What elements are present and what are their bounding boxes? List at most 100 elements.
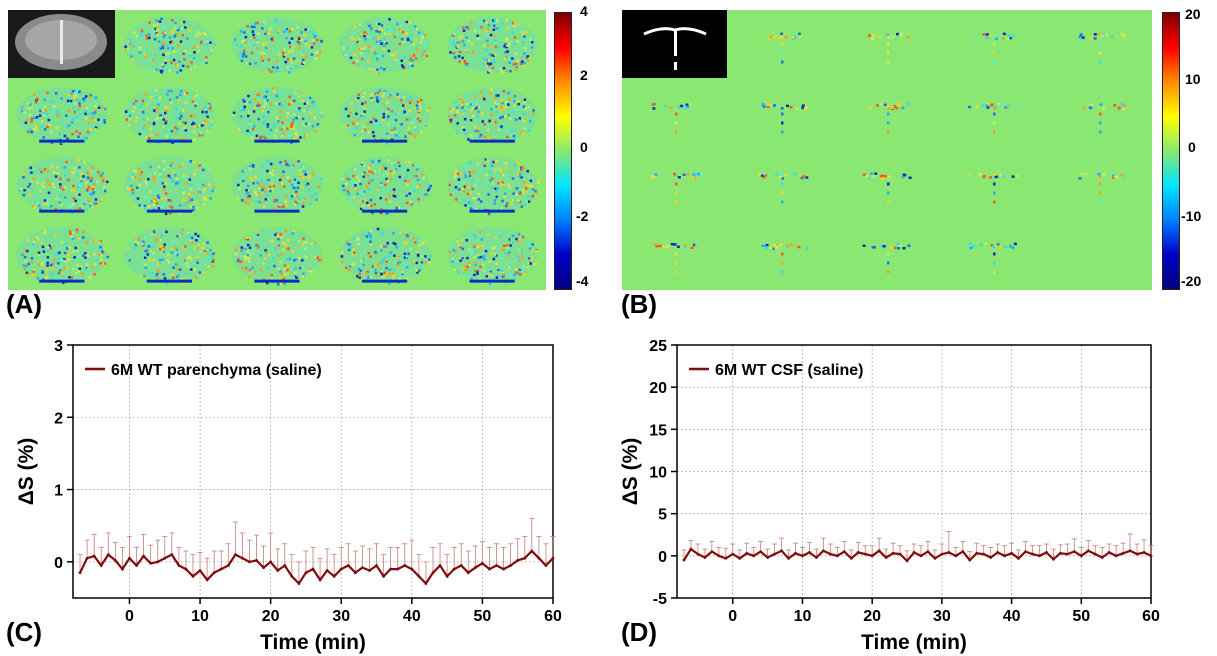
- slice-voxel: [158, 96, 162, 99]
- slice-voxel: [511, 177, 515, 180]
- slice-voxel: [72, 106, 76, 110]
- slice-voxel: [403, 55, 406, 58]
- slice-voxel: [282, 52, 285, 55]
- slice-voxel: [405, 265, 409, 269]
- slice-voxel: [181, 192, 185, 195]
- slice-voxel: [492, 276, 495, 279]
- slice-voxel: [968, 105, 972, 109]
- slice-voxel: [40, 180, 44, 183]
- slice-voxel: [196, 255, 199, 259]
- slice-voxel: [394, 134, 398, 137]
- slice-voxel: [90, 128, 93, 131]
- slice-voxel: [206, 115, 209, 118]
- slice-voxel: [469, 209, 515, 213]
- slice-voxel: [367, 203, 370, 207]
- slice-voxel: [243, 255, 247, 258]
- slice-voxel: [506, 27, 510, 30]
- slice-voxel: [195, 275, 199, 279]
- slice-voxel: [271, 173, 274, 177]
- slice-voxel: [195, 257, 198, 260]
- slice-voxel: [85, 181, 88, 184]
- slice-voxel: [476, 270, 479, 273]
- slice-voxel: [518, 259, 521, 262]
- slice-voxel: [359, 269, 362, 272]
- slice-voxel: [291, 27, 294, 31]
- slice-voxel: [391, 120, 395, 124]
- slice-voxel: [518, 249, 522, 252]
- slice-voxel: [764, 246, 768, 250]
- slice-voxel: [518, 192, 522, 195]
- slice-voxel: [868, 177, 872, 180]
- slice-voxel: [272, 66, 275, 69]
- colorbar-b-tick-5: -20: [1181, 273, 1202, 289]
- slice-voxel: [288, 134, 291, 137]
- slice-voxel: [305, 241, 309, 244]
- slice-voxel: [501, 173, 505, 177]
- slice-voxel: [366, 270, 369, 274]
- slice-voxel: [406, 168, 410, 172]
- slice-voxel: [155, 96, 158, 99]
- slice-voxel: [280, 205, 283, 209]
- slice-voxel: [310, 53, 314, 56]
- slice-outline: [447, 157, 538, 213]
- data-point: [745, 551, 749, 555]
- slice-voxel: [35, 236, 39, 239]
- slice-voxel: [456, 240, 459, 243]
- slice-voxel: [261, 109, 264, 113]
- slice-voxel: [529, 262, 532, 265]
- slice-map: [339, 87, 431, 146]
- slice-voxel: [785, 244, 789, 248]
- x-tick-label: 60: [544, 608, 562, 625]
- slice-voxel: [487, 193, 490, 196]
- slice-voxel: [288, 45, 291, 48]
- slice-voxel: [344, 107, 348, 111]
- slice-voxel: [519, 168, 523, 172]
- slice-voxel: [345, 183, 348, 186]
- slice-voxel: [104, 107, 107, 111]
- slice-voxel: [144, 180, 148, 183]
- slice-voxel: [248, 101, 252, 104]
- slice-voxel: [508, 186, 512, 189]
- data-point: [1121, 551, 1125, 555]
- slice-voxel: [691, 177, 695, 180]
- slice-voxel: [267, 266, 270, 270]
- slice-voxel: [65, 247, 69, 250]
- slice-voxel: [146, 139, 192, 143]
- slice-voxel: [363, 106, 366, 110]
- slice-voxel: [157, 165, 161, 168]
- slice-voxel: [22, 172, 25, 175]
- slice-voxel: [294, 65, 298, 68]
- slice-map: [447, 227, 538, 285]
- slice-voxel: [501, 115, 505, 119]
- data-point: [1010, 551, 1013, 555]
- slice-voxel: [165, 281, 169, 285]
- slice-voxel: [887, 36, 891, 39]
- slice-voxel: [470, 108, 473, 112]
- slice-voxel: [202, 122, 205, 125]
- slice-voxel: [363, 31, 366, 34]
- slice-map: [1082, 102, 1126, 134]
- slice-voxel: [886, 104, 889, 108]
- slice-voxel: [394, 51, 397, 55]
- slice-voxel: [265, 181, 269, 185]
- slice-voxel: [495, 195, 498, 199]
- slice-voxel: [151, 271, 154, 275]
- slice-voxel: [472, 197, 475, 200]
- slice-voxel: [86, 188, 89, 191]
- slice-voxel: [260, 56, 263, 59]
- slice-voxel: [361, 49, 364, 53]
- slice-voxel: [246, 253, 250, 257]
- slice-voxel: [478, 135, 482, 138]
- slice-voxel: [670, 242, 674, 246]
- slice-voxel: [131, 191, 135, 195]
- slice-voxel: [479, 208, 483, 211]
- slice-voxel: [144, 135, 148, 139]
- slice-voxel: [65, 114, 68, 117]
- data-point: [459, 564, 463, 567]
- slice-voxel: [793, 172, 797, 176]
- slice-voxel: [128, 39, 132, 42]
- slice-voxel: [71, 117, 75, 121]
- slice-voxel: [362, 59, 366, 62]
- slice-voxel: [463, 43, 466, 47]
- slice-voxel: [302, 136, 306, 140]
